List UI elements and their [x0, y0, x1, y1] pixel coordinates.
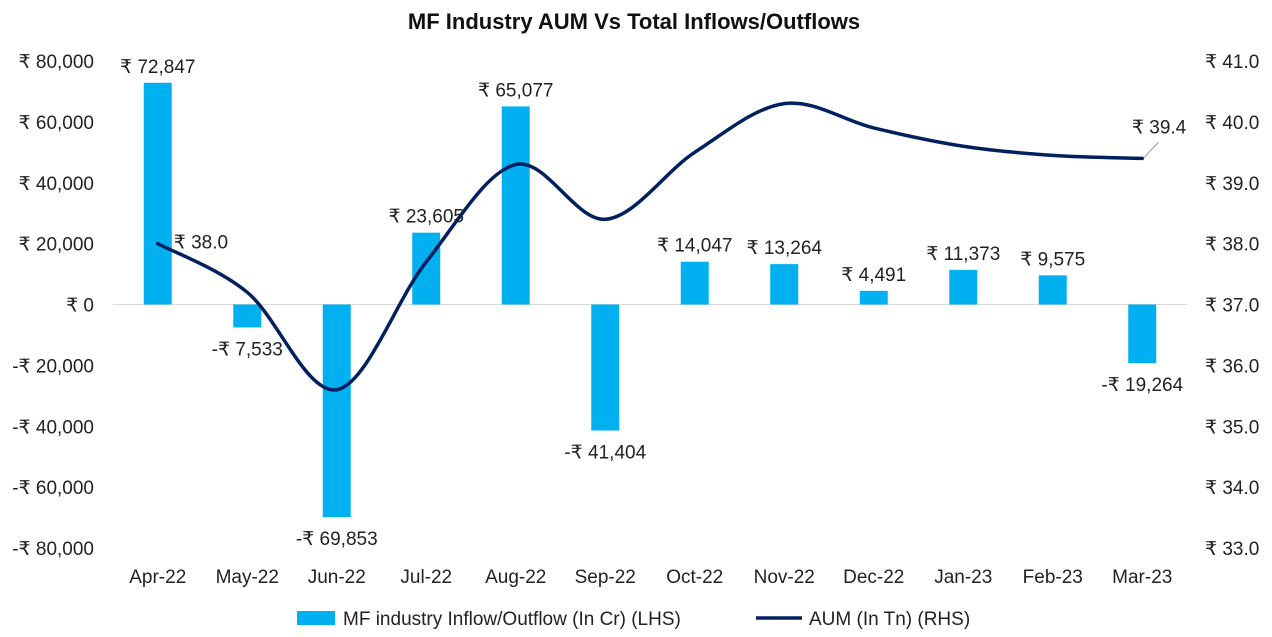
x-tick-label: Feb-23: [1023, 567, 1083, 588]
left-axis-ticks: ₹ 80,000 ₹ 60,000 ₹ 40,000 ₹ 20,000 ₹ 0 -₹ 20…: [12, 52, 94, 560]
right-tick-label: ₹ 40.0: [1205, 113, 1259, 134]
aum-line: [156, 101, 1144, 392]
x-tick-label: May-22: [216, 567, 279, 588]
bar: [770, 264, 799, 305]
x-tick-label: Jul-22: [400, 567, 452, 588]
line-data-labels: ₹ 38.0 ₹ 39.4: [174, 117, 1187, 253]
bar-data-label: ₹ 11,373: [926, 244, 1000, 265]
x-tick-label: Jan-23: [934, 567, 992, 588]
x-tick-label: Oct-22: [666, 567, 723, 588]
left-tick-label: ₹ 0: [66, 296, 94, 317]
bar-data-labels: ₹ 72,847 -₹ 7,533 -₹ 69,853 ₹ 23,605 ₹ 65,07…: [120, 57, 1184, 550]
bar: [322, 304, 351, 518]
x-tick-label: Mar-23: [1112, 567, 1172, 588]
bar: [859, 290, 888, 305]
aum-data-label: ₹ 38.0: [174, 233, 228, 254]
bar: [591, 304, 620, 431]
bar: [143, 82, 172, 305]
bar-data-label: -₹ 69,853: [296, 529, 378, 550]
bar-data-label: ₹ 65,077: [478, 80, 553, 101]
x-tick-label: Dec-22: [843, 567, 904, 588]
x-tick-label: Jun-22: [308, 567, 366, 588]
legend: MF industry Inflow/Outflow (In Cr) (LHS)…: [297, 609, 970, 630]
bar-data-label: ₹ 14,047: [657, 236, 732, 257]
left-tick-label: ₹ 80,000: [19, 52, 94, 73]
bar: [233, 304, 262, 328]
bar: [949, 269, 978, 305]
left-tick-label: ₹ 40,000: [19, 174, 94, 195]
left-tick-label: ₹ 60,000: [19, 113, 94, 134]
right-tick-label: ₹ 35.0: [1205, 417, 1259, 438]
right-tick-label: ₹ 37.0: [1205, 296, 1259, 317]
right-tick-label: ₹ 41.0: [1205, 52, 1259, 73]
bar: [1038, 275, 1067, 305]
bar-data-label: ₹ 9,575: [1020, 249, 1085, 270]
bar-data-label: ₹ 13,264: [747, 238, 823, 259]
legend-line-label: AUM (In Tn) (RHS): [809, 609, 970, 630]
bar-data-label: -₹ 41,404: [564, 443, 646, 464]
bar-data-label: -₹ 7,533: [212, 339, 283, 360]
x-tick-label: Sep-22: [575, 567, 636, 588]
left-tick-label: -₹ 40,000: [12, 417, 94, 438]
right-tick-label: ₹ 36.0: [1205, 356, 1259, 377]
aum-data-label: ₹ 39.4: [1132, 117, 1187, 138]
bar-series: [143, 82, 1157, 518]
line-series: [156, 101, 1144, 392]
legend-bar-label: MF industry Inflow/Outflow (In Cr) (LHS): [343, 609, 681, 630]
bar-data-label: ₹ 23,605: [389, 207, 464, 228]
left-tick-label: -₹ 20,000: [12, 356, 94, 377]
bar-data-label: ₹ 4,491: [841, 265, 906, 286]
right-tick-label: ₹ 39.0: [1205, 174, 1259, 195]
right-tick-label: ₹ 34.0: [1205, 478, 1259, 499]
bar: [680, 261, 709, 305]
bar: [501, 106, 530, 305]
left-tick-label: -₹ 60,000: [12, 478, 94, 499]
right-tick-label: ₹ 38.0: [1205, 235, 1259, 256]
aum-label-leader: [1143, 142, 1159, 158]
chart-title: MF Industry AUM Vs Total Inflows/Outflow…: [408, 9, 860, 34]
x-tick-label: Aug-22: [485, 567, 546, 588]
x-axis-ticks: Apr-22 May-22 Jun-22 Jul-22 Aug-22 Sep-22 Oct-…: [129, 567, 1172, 588]
x-tick-label: Nov-22: [754, 567, 815, 588]
right-axis-ticks: ₹ 41.0 ₹ 40.0 ₹ 39.0 ₹ 38.0 ₹ 37.0 ₹ 36.0 ₹ 35…: [1205, 52, 1259, 560]
right-tick-label: ₹ 33.0: [1205, 539, 1259, 560]
legend-bar-swatch: [297, 611, 335, 625]
bar-data-label: ₹ 72,847: [120, 57, 195, 78]
bar-data-label: -₹ 19,264: [1101, 375, 1183, 396]
left-tick-label: ₹ 20,000: [19, 235, 94, 256]
bar: [412, 232, 441, 305]
left-tick-label: -₹ 80,000: [12, 539, 94, 560]
x-tick-label: Apr-22: [129, 567, 186, 588]
bar: [1128, 304, 1157, 364]
